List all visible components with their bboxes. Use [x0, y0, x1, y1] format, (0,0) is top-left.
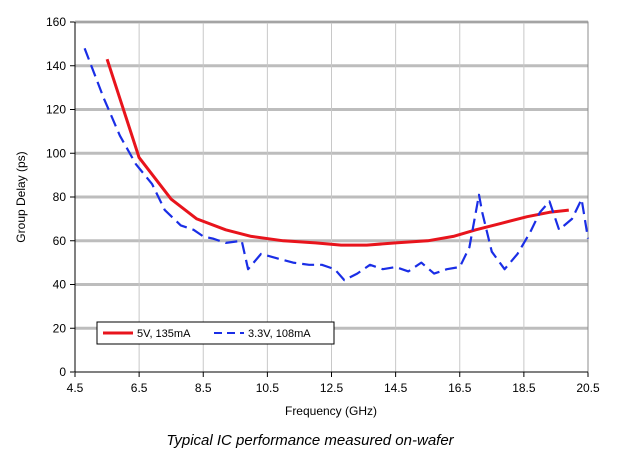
legend-label-5v: 5V, 135mA	[137, 328, 191, 340]
x-tick-label: 8.5	[195, 381, 212, 395]
series-lines	[83, 47, 590, 282]
y-tick-label: 140	[46, 59, 66, 73]
y-tick-label: 0	[59, 365, 66, 379]
y-tick-label: 20	[53, 321, 67, 335]
y-tick-label: 40	[53, 278, 67, 292]
axes	[70, 21, 589, 377]
x-tick-label: 18.5	[512, 381, 536, 395]
x-tick-label: 12.5	[320, 381, 344, 395]
y-tick-label: 100	[46, 146, 66, 160]
x-tick-label: 14.5	[384, 381, 408, 395]
x-tick-label: 4.5	[67, 381, 84, 395]
x-tick-label: 10.5	[256, 381, 280, 395]
y-axis-title: Group Delay (ps)	[14, 151, 28, 242]
x-axis-title: Frequency (GHz)	[285, 404, 377, 418]
group-delay-chart: 4.5 6.5 8.5 10.5 12.5 14.5 16.5 18.5 20.5 0 20 40 6…	[14, 15, 600, 418]
y-tick-label: 60	[53, 234, 67, 248]
x-tick-label: 16.5	[448, 381, 472, 395]
y-tick-label: 120	[46, 103, 66, 117]
x-tick-label: 6.5	[131, 381, 148, 395]
legend-label-3-3v: 3.3V, 108mA	[248, 328, 311, 340]
y-tick-label: 80	[53, 190, 67, 204]
y-tick-label: 160	[46, 15, 66, 29]
figure-caption: Typical IC performance measured on-wafer	[166, 432, 454, 449]
x-tick-label: 20.5	[576, 381, 600, 395]
y-tick-labels: 0 20 40 60 80 100 120 140 160	[46, 15, 66, 379]
legend: 5V, 135mA 3.3V, 108mA	[96, 321, 335, 345]
x-tick-labels: 4.5 6.5 8.5 10.5 12.5 14.5 16.5 18.5 20.5	[67, 381, 600, 395]
series-line-5v	[105, 58, 569, 247]
